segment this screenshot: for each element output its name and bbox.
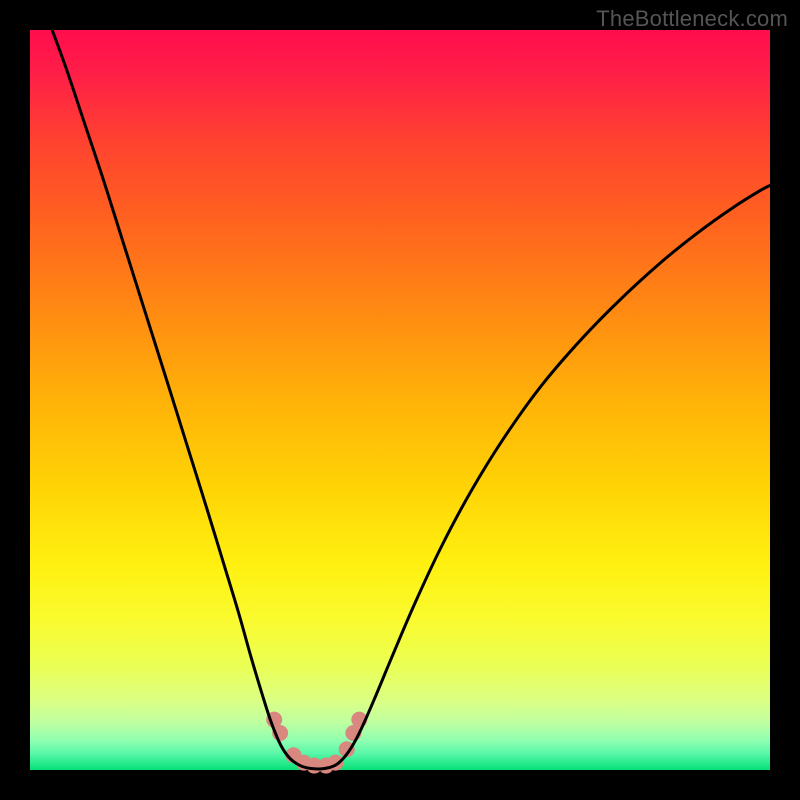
gradient-background [30, 30, 770, 770]
chart-container: TheBottleneck.com [0, 0, 800, 800]
bottleneck-chart-svg [0, 0, 800, 800]
watermark-text: TheBottleneck.com [596, 6, 788, 32]
